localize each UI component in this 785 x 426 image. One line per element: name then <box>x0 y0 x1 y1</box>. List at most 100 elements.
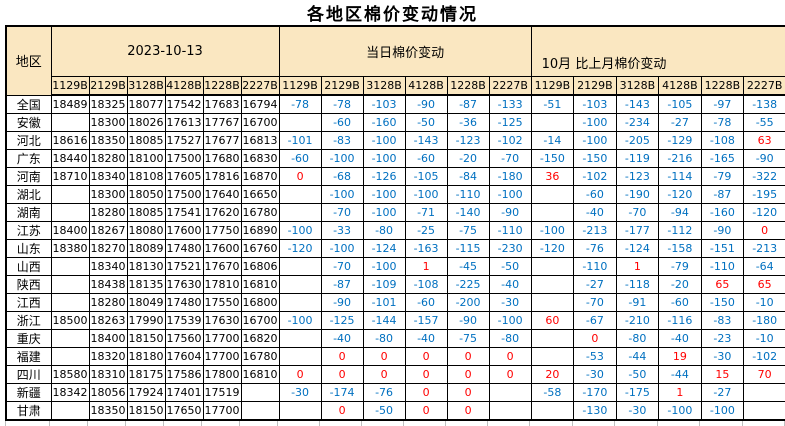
change-cell: -90 <box>700 220 745 240</box>
change-cell: -143 <box>615 94 660 114</box>
price-cell <box>50 346 90 366</box>
price-cell <box>50 274 90 294</box>
price-cell: 17600 <box>164 220 204 240</box>
change-cell: -58 <box>530 382 575 402</box>
change-cell: -40 <box>573 202 617 222</box>
change-cell: -30 <box>615 400 660 420</box>
change-cell: -50 <box>362 400 406 420</box>
change-cell: -100 <box>362 202 406 222</box>
change-cell: 19 <box>658 346 702 366</box>
gridline-stub-cell <box>488 420 530 426</box>
price-cell: 17810 <box>202 274 242 294</box>
price-cell: 18342 <box>50 382 90 402</box>
change-cell: -78 <box>278 94 322 114</box>
price-cell: 18056 <box>88 382 128 402</box>
change-cell <box>530 112 575 132</box>
change-cell <box>743 400 785 420</box>
table-row: 河北 18616 18350 18085 17527 17677 16813 -101 -83-… <box>5 130 785 150</box>
change-cell: -79 <box>700 166 745 186</box>
change-cell: 0 <box>362 346 406 366</box>
change-cell: -151 <box>700 238 745 258</box>
change-cell: 70 <box>743 364 785 384</box>
table-row: 福建 18320 18180 17604 17700 16780 0 0 0 0 0 -53 -44 19… <box>5 346 785 366</box>
column-header-2227b: 2227B <box>240 75 280 96</box>
change-cell: -157 <box>404 310 448 330</box>
change-cell: -76 <box>573 238 617 258</box>
change-cell: -40 <box>404 328 448 348</box>
change-cell: -110 <box>446 184 490 204</box>
change-cell: -27 <box>658 112 702 132</box>
change-cell: 0 <box>362 364 406 384</box>
change-cell: -70 <box>488 148 532 168</box>
change-cell: -100 <box>700 400 745 420</box>
price-cell: 18280 <box>88 148 128 168</box>
price-cell: 18350 <box>88 400 128 420</box>
region-label: 福建 <box>5 346 52 366</box>
change-cell: -120 <box>278 238 322 258</box>
table-row: 江西 18280 18049 17480 17550 16800 -90 -101 -60 -20… <box>5 292 785 312</box>
change-cell: -210 <box>615 310 660 330</box>
price-cell: 16810 <box>240 274 280 294</box>
price-cell: 18300 <box>88 112 128 132</box>
change-cell: 0 <box>278 364 322 384</box>
gridline-stub-cell <box>50 420 88 426</box>
change-cell: 15 <box>700 364 745 384</box>
change-cell: 0 <box>743 220 785 240</box>
change-cell: -100 <box>320 238 364 258</box>
column-header-4128b: 4128B <box>164 75 204 96</box>
table-body: 全国 18489 18325 18077 17542 17683 16794 -78 -78 -1… <box>5 94 785 420</box>
change-cell: -100 <box>362 130 406 150</box>
price-cell: 16890 <box>240 220 280 240</box>
region-label: 浙江 <box>5 310 52 330</box>
price-cell: 18616 <box>50 130 90 150</box>
change-cell: -70 <box>573 292 617 312</box>
change-cell: -70 <box>320 256 364 276</box>
table-row: 浙江 18500 18263 17990 17539 17630 16700 -100 -125… <box>5 310 785 330</box>
price-cell: 16806 <box>240 256 280 276</box>
price-cell <box>50 256 90 276</box>
change-cell: -78 <box>700 112 745 132</box>
gridline-stub-cell <box>615 420 658 426</box>
change-cell <box>278 112 322 132</box>
gridline-stub-cell <box>658 420 700 426</box>
price-cell: 17541 <box>164 202 204 222</box>
region-label: 甘肃 <box>5 400 52 420</box>
change-cell: -123 <box>615 166 660 186</box>
change-cell: -133 <box>488 94 532 114</box>
table-row: 山东 18380 18270 18089 17480 17600 16760 -120 -100… <box>5 238 785 258</box>
change-cell: -30 <box>278 382 322 402</box>
column-header-1228b: 1228B <box>202 75 242 96</box>
price-cell: 17700 <box>202 346 242 366</box>
change-cell: -84 <box>446 166 490 186</box>
change-cell: -101 <box>362 292 406 312</box>
table-row: 陕西 18438 18135 17630 17810 16810 -87 -109 -108 -2… <box>5 274 785 294</box>
gridline-stub-cell <box>743 420 785 426</box>
change-cell: -90 <box>743 148 785 168</box>
change-cell: -75 <box>446 328 490 348</box>
change-cell: 0 <box>320 400 364 420</box>
price-cell: 17539 <box>164 310 204 330</box>
change-cell: 36 <box>530 166 575 186</box>
change-cell: -124 <box>615 238 660 258</box>
change-cell: -30 <box>488 292 532 312</box>
region-label: 安徽 <box>5 112 52 132</box>
price-cell: 16650 <box>240 184 280 204</box>
change-cell: 0 <box>446 382 490 402</box>
change-cell: -75 <box>446 220 490 240</box>
price-cell: 18150 <box>126 328 166 348</box>
change-cell: -100 <box>278 220 322 240</box>
change-cell: 0 <box>488 346 532 366</box>
change-cell: -105 <box>404 166 448 186</box>
price-cell: 18026 <box>126 112 166 132</box>
price-cell: 17605 <box>164 166 204 186</box>
change-cell: -60 <box>573 184 617 204</box>
price-cell: 17527 <box>164 130 204 150</box>
change-cell: -165 <box>700 148 745 168</box>
table-row: 湖南 18280 18085 17541 17620 16780 -70 -100 -71 -14… <box>5 202 785 222</box>
price-cell: 17550 <box>202 292 242 312</box>
change-cell: -40 <box>658 328 702 348</box>
price-cell: 17670 <box>202 256 242 276</box>
change-cell: 20 <box>530 364 575 384</box>
change-cell: -10 <box>743 328 785 348</box>
price-cell: 18500 <box>50 310 90 330</box>
